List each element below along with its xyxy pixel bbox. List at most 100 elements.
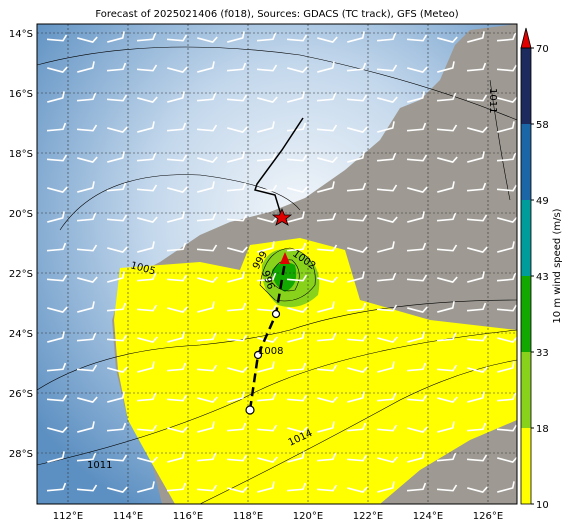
wind-barb: [107, 246, 128, 253]
wind-barb: [406, 362, 427, 372]
wind-barb: [107, 366, 128, 373]
wind-barb: [286, 274, 308, 282]
wind-barb: [197, 156, 218, 163]
wind-barb: [226, 214, 248, 222]
wind-barb: [376, 184, 398, 192]
wind-barb: [436, 124, 458, 132]
wind-barb: [377, 456, 398, 463]
wind-barb: [407, 186, 428, 193]
wind-barb: [496, 424, 517, 432]
wind-barb: [407, 306, 428, 313]
wind-barb: [436, 484, 458, 492]
wind-barb: [47, 426, 68, 433]
wind-barb: [197, 36, 218, 43]
wind-barb: [47, 306, 68, 313]
wind-barb: [47, 91, 65, 103]
wind-barb: [167, 66, 188, 73]
lon-label: 120°E: [293, 511, 323, 522]
wind-barb: [346, 334, 368, 342]
wind-barb: [46, 482, 67, 492]
colorbar-tick-label: 18: [536, 424, 549, 435]
wind-barb: [317, 61, 335, 73]
wind-barb: [316, 452, 337, 462]
lat-label: 20°S: [9, 209, 33, 220]
wind-barb: [196, 124, 218, 132]
lat-label: 22°S: [9, 269, 33, 280]
colorbar-segment: [521, 428, 531, 504]
wind-barb: [47, 331, 65, 343]
wind-barb: [166, 482, 187, 492]
colorbar-tick-label: 10: [536, 500, 549, 511]
wind-barb: [77, 396, 98, 403]
wind-barb: [347, 271, 365, 283]
contour-label: 1011: [487, 88, 498, 113]
wind-barb: [437, 276, 458, 283]
wind-barb: [167, 91, 185, 103]
wind-barb: [106, 334, 128, 342]
wind-barb: [496, 304, 517, 312]
map-title: Forecast of 2025021406 (f018), Sources: …: [95, 9, 458, 20]
wind-barb: [346, 302, 367, 312]
colorbar-tick-label: 70: [536, 44, 549, 55]
wind-barb: [47, 451, 65, 463]
wind-barb: [136, 32, 157, 42]
wind-barb: [496, 272, 517, 282]
wind-barb: [46, 394, 68, 402]
wind-barb: [76, 452, 97, 462]
wind-barb: [287, 66, 308, 73]
lat-label: 14°S: [9, 29, 33, 40]
colorbar: 10 18 33 43 49 58 70: [520, 27, 549, 511]
wind-barb: [107, 126, 128, 133]
wind-barb: [257, 456, 278, 463]
wind-barb: [227, 366, 248, 373]
wind-barb: [467, 126, 488, 133]
wind-barb: [407, 66, 428, 73]
wind-barb: [317, 36, 338, 43]
wind-barb: [136, 184, 158, 192]
wind-barb: [77, 276, 98, 283]
wind-barb: [466, 302, 487, 312]
colorbar-segment: [521, 276, 531, 352]
wind-barb: [196, 484, 218, 492]
colorbar-label: 10 m wind speed (m/s): [552, 208, 563, 323]
wind-barb: [47, 211, 65, 223]
current-position: [280, 252, 290, 264]
wind-barb: [466, 214, 488, 222]
colorbar-tick-label: 49: [536, 196, 549, 207]
wind-area-high: [272, 262, 297, 292]
wind-barb: [496, 184, 517, 192]
lat-label: 18°S: [9, 149, 33, 160]
wind-barb: [467, 391, 485, 403]
wind-barb: [377, 481, 395, 493]
wind-barb: [466, 334, 488, 342]
wind-barb: [76, 212, 97, 222]
wind-barb: [226, 94, 248, 102]
wind-barb: [346, 62, 367, 72]
wind-barb: [437, 421, 455, 433]
wind-barb: [196, 212, 217, 222]
colorbar-frame: [520, 47, 532, 505]
wind-barb: [77, 156, 98, 163]
wind-barb: [166, 362, 187, 372]
wind-barb: [197, 421, 215, 433]
wind-barb: [466, 182, 487, 192]
wind-barb: [166, 274, 188, 282]
lon-label: 114°E: [113, 511, 143, 522]
contour-label: 1011: [87, 460, 112, 471]
wind-barb: [46, 242, 67, 252]
wind-barb: [106, 62, 127, 72]
wind-barb: [407, 91, 425, 103]
wind-barb: [376, 424, 398, 432]
colorbar-tick-label: 43: [536, 272, 549, 283]
wind-barb: [256, 304, 278, 312]
wind-barb: [196, 92, 217, 102]
wind-barb: [497, 336, 517, 343]
wind-barb: [286, 34, 308, 42]
lon-label: 126°E: [473, 511, 503, 522]
wind-barb: [256, 392, 277, 402]
wind-barb: [286, 394, 308, 402]
wind-barb: [226, 334, 248, 342]
wind-barb: [137, 456, 158, 463]
wind-barb: [467, 486, 488, 493]
